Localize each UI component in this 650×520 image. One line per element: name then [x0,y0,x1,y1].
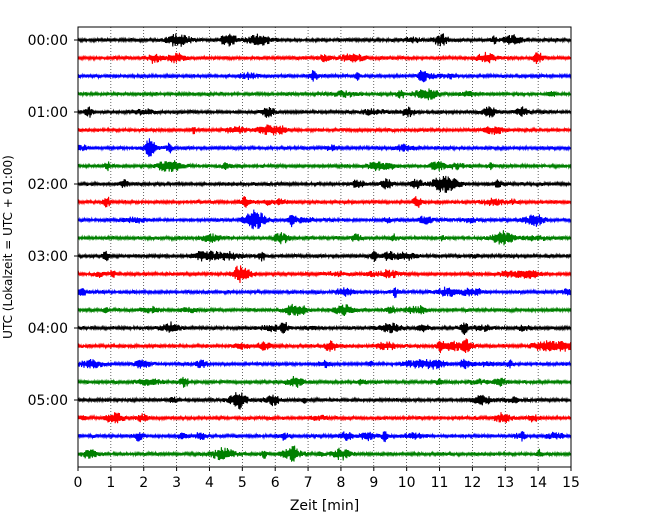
x-tick-label: 4 [205,475,214,491]
y-tick-label: 00:00 [28,33,68,49]
plot-frame [77,26,572,468]
seismic-trace [77,160,572,173]
y-axis-label: UTC (Lokalzeit = UTC + 01:00) [1,155,15,339]
seismic-trace [77,175,572,193]
seismic-trace [77,196,572,208]
trace-group [77,33,572,462]
x-tick-label: 6 [271,475,280,491]
seismic-trace [77,265,572,283]
x-axis-label: Zeit [min] [290,498,359,514]
x-tick-label: 12 [463,475,481,491]
seismic-trace [77,375,572,388]
seismic-trace [77,88,572,101]
seismic-trace [77,338,572,354]
seismic-trace [77,124,572,136]
vertical-grid [110,27,539,467]
y-tick-label: 01:00 [28,105,68,121]
x-tick-label: 7 [304,475,313,491]
x-tick-label: 8 [336,475,345,491]
seismic-trace [77,358,572,370]
seismic-trace [77,286,572,299]
seismic-trace [77,51,572,65]
y-axis: 00:00 01:00 02:00 03:00 04:00 05:00 [28,33,78,409]
x-tick-label: 1 [106,475,115,491]
seismic-trace [77,392,572,410]
seismic-trace [77,250,572,262]
seismic-trace [77,445,572,462]
x-tick-label: 3 [172,475,181,491]
y-tick-label: 02:00 [28,177,68,193]
x-tick-label: 0 [74,475,83,491]
x-tick-label: 5 [238,475,247,491]
x-tick-label: 13 [496,475,514,491]
seismic-trace [77,303,572,317]
seismic-trace [77,321,572,335]
seismic-trace [77,69,572,83]
x-tick-label: 14 [529,475,547,491]
y-tick-label: 04:00 [28,321,68,337]
x-tick-label: 9 [369,475,378,491]
seismic-trace [77,230,572,246]
seismic-trace [77,412,572,424]
seismic-trace [77,431,572,443]
x-tick-label: 2 [139,475,148,491]
seismic-trace [77,138,572,157]
x-tick-label: 11 [431,475,449,491]
seismic-trace [77,106,572,118]
x-axis: 0 1 2 3 4 5 6 7 8 9 10 11 12 13 14 15 [74,467,580,491]
seismic-trace [77,209,572,230]
y-tick-label: 05:00 [28,393,68,409]
x-tick-label: 10 [398,475,416,491]
x-tick-label: 15 [562,475,580,491]
y-tick-label: 03:00 [28,249,68,265]
seismic-trace [77,33,572,47]
